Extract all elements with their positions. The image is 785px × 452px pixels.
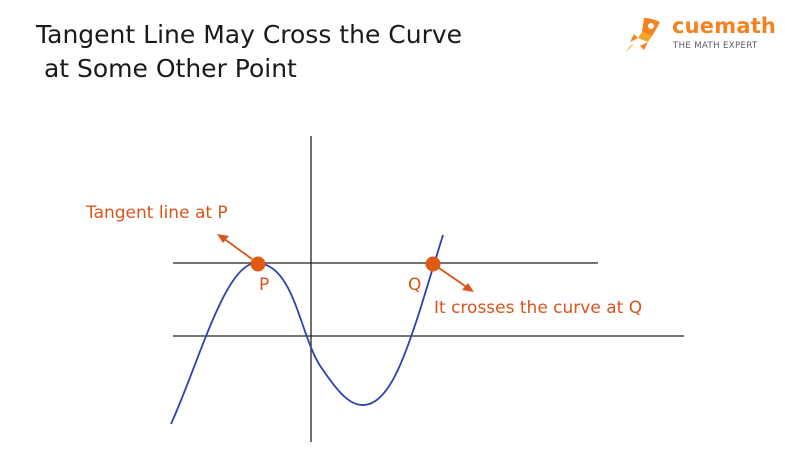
cubic-curve xyxy=(170,234,444,425)
point-p-marker xyxy=(250,256,266,272)
tangent-arrowhead xyxy=(217,234,229,243)
cross-arrow xyxy=(438,267,469,289)
tangent-arrow xyxy=(222,237,253,260)
crosses-label: It crosses the curve at Q xyxy=(434,298,642,318)
cuemath-logo: cuemath THE MATH EXPERT xyxy=(622,12,776,56)
cross-arrowhead xyxy=(462,283,474,292)
logo-wordmark: cuemath xyxy=(672,14,777,38)
point-q-marker xyxy=(425,256,441,272)
rocket-icon xyxy=(626,18,660,52)
title-line-1: Tangent Line May Cross the Curve xyxy=(36,20,463,49)
point-q-label: Q xyxy=(408,275,421,295)
tangent-line-label: Tangent line at P xyxy=(85,203,228,223)
logo-tagline: THE MATH EXPERT xyxy=(673,41,758,51)
title-line-2: at Some Other Point xyxy=(36,54,297,83)
point-p-label: P xyxy=(259,275,269,295)
page-title: Tangent Line May Cross the Curve at Some… xyxy=(36,18,462,86)
